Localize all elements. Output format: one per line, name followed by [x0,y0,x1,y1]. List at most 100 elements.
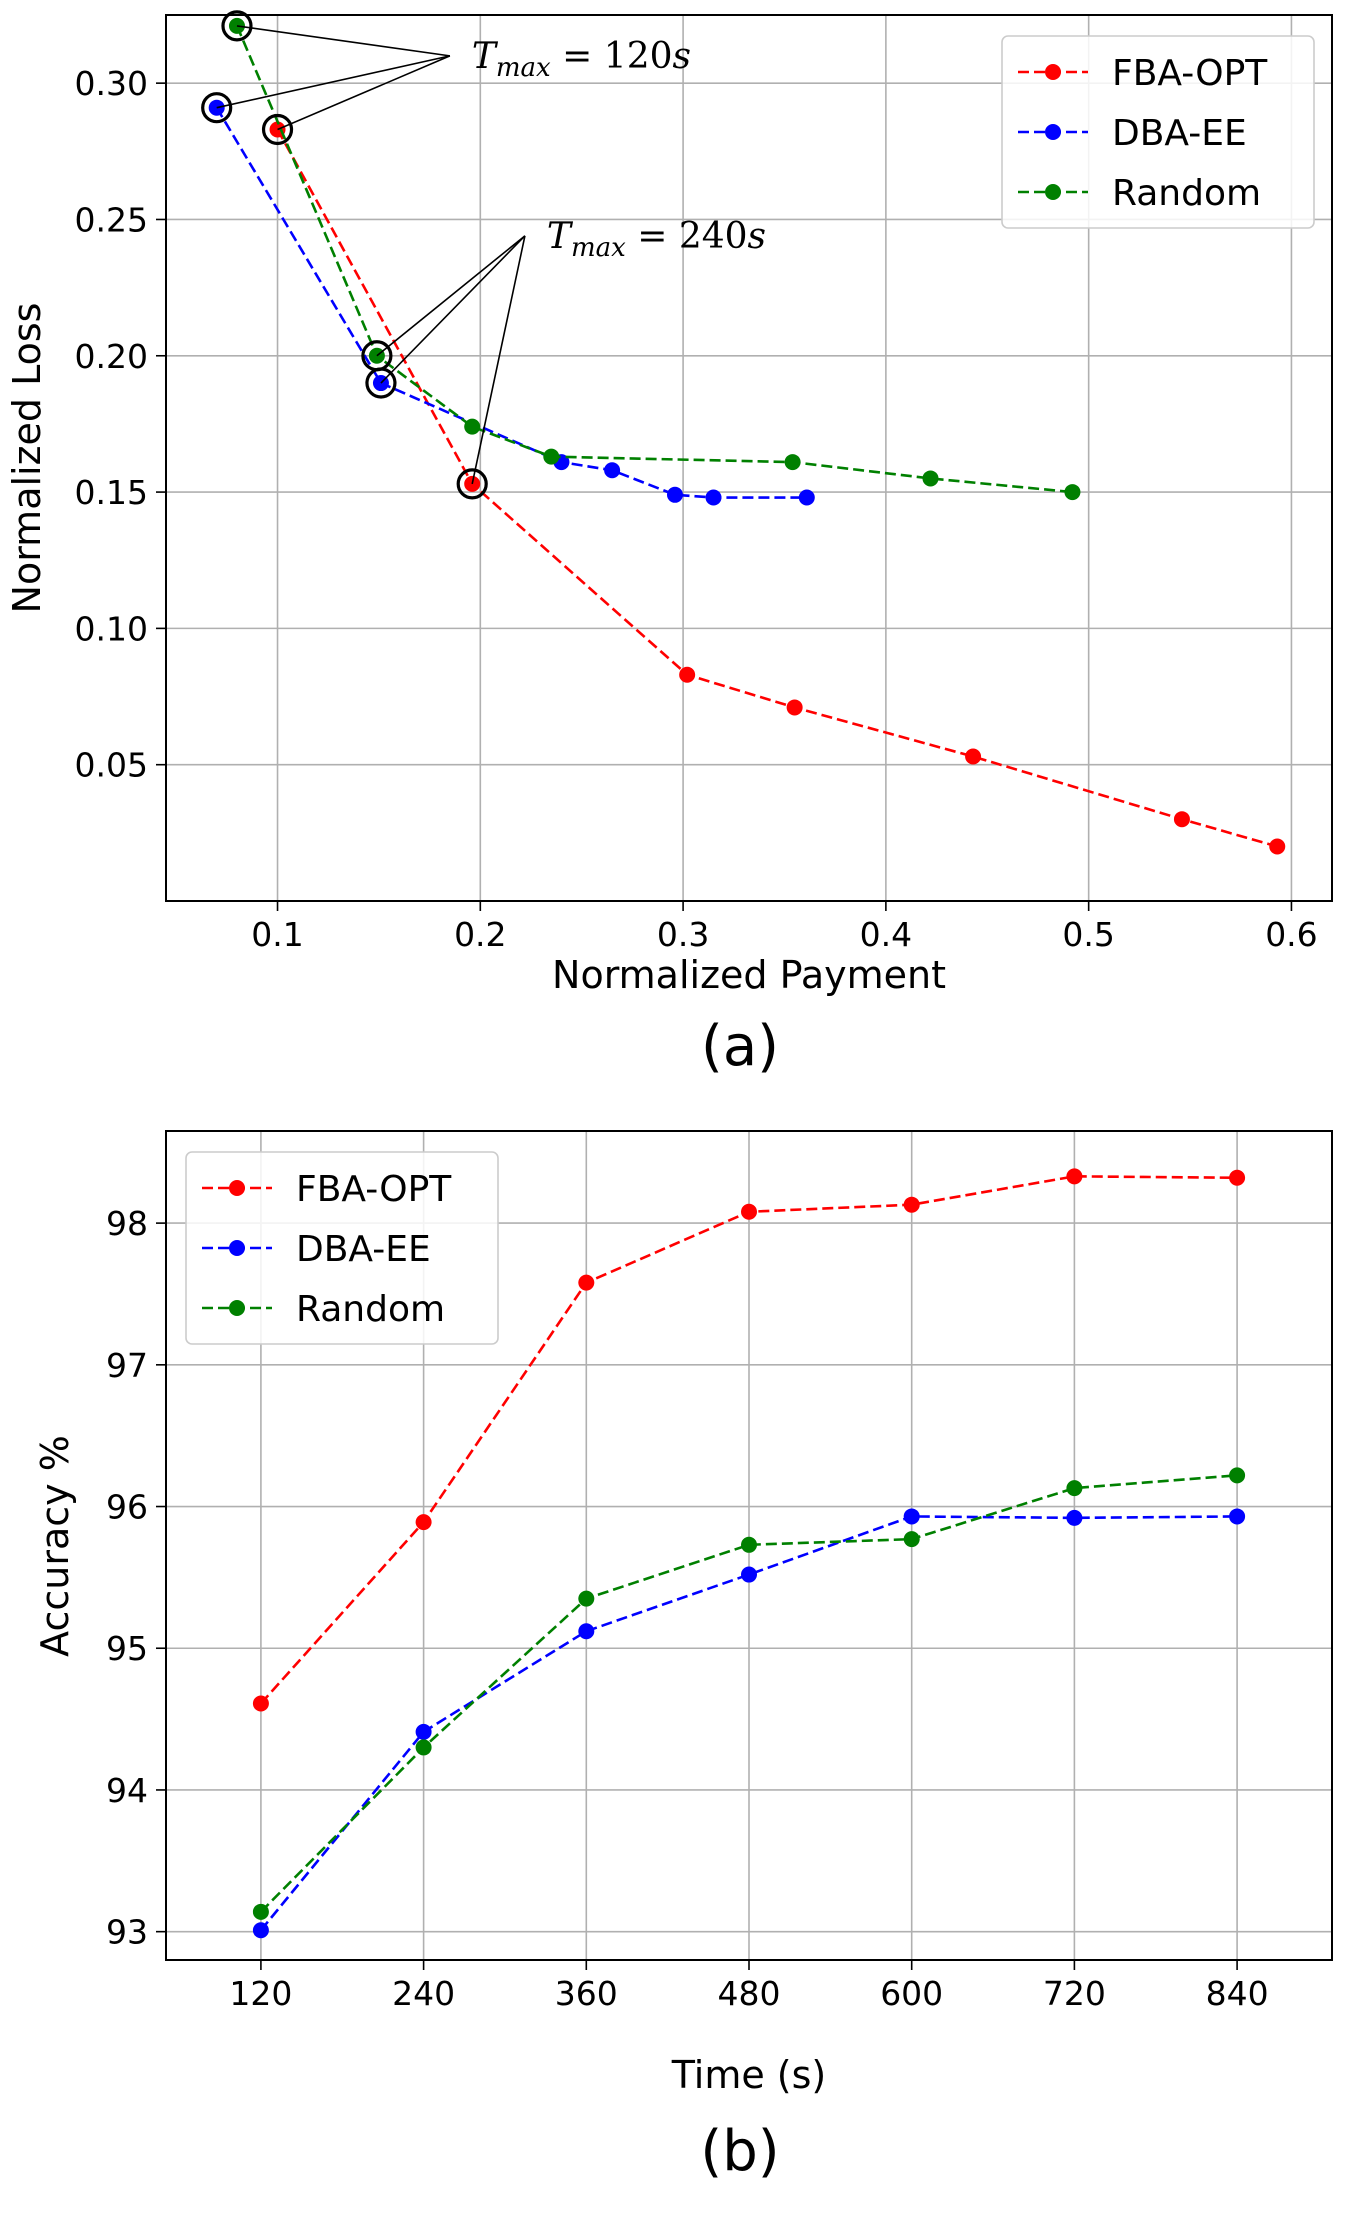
data-point [741,1566,757,1583]
data-point [578,1590,595,1607]
x-tick-label: 0.5 [1062,915,1114,954]
legend: FBA-OPT DBA-EE Random [185,1151,499,1345]
highlight-ring [261,113,294,146]
data-point [1229,1467,1246,1484]
legend-marker [1045,64,1061,80]
highlight-ring [201,92,233,124]
x-tick-label: 600 [880,1974,943,2013]
series-line [215,107,807,499]
data-point [903,1531,920,1548]
data-point [679,666,696,683]
y-axis-title: Normalized Loss [5,303,49,614]
data-point [543,448,560,465]
data-point [415,1739,432,1756]
data-point [1229,1508,1246,1525]
series-random [228,17,1081,501]
series-line [276,128,1278,848]
annotation-var: T [472,36,499,77]
x-tick-label: 480 [718,1974,781,2013]
data-point [666,486,683,503]
y-tick-label: 0.20 [75,337,148,376]
chart-panel-b: 120 240 360 480 600 720 840 93 94 95 96 97 98 Time (s… [33,1130,1333,2184]
annotation-value: = 120 [551,36,673,77]
annotation-leader-line [277,55,451,131]
data-point [922,470,939,487]
y-tick-label: 93 [106,1913,148,1952]
legend-marker [1045,184,1061,200]
data-point [415,1514,432,1531]
highlight-ring [221,10,253,42]
y-tick-label: 97 [106,1346,148,1385]
legend: FBA-OPT DBA-EE Random [1001,35,1315,229]
y-tick-label: 0.15 [75,473,148,512]
data-point [903,1508,920,1525]
highlight-ring [365,367,397,399]
x-tick-label: 0.3 [657,915,709,954]
x-axis-title: Time (s) [671,2053,827,2097]
legend-item-fba-opt: FBA-OPT [1018,53,1268,94]
series-fba-opt [252,1168,1246,1712]
data-point [604,462,621,479]
y-tick-label: 98 [106,1204,148,1243]
x-tick-label: 0.4 [860,915,912,954]
legend-marker [229,1240,245,1256]
x-axis-title: Normalized Payment [552,953,946,997]
series-fba-opt [269,121,1286,855]
x-tick-label: 0.2 [454,915,506,954]
series-random [252,1467,1246,1920]
y-tick-label: 96 [106,1488,148,1527]
data-point [464,418,481,435]
x-tick-label: 360 [555,1974,618,2013]
data-point [1173,811,1190,828]
data-point [1066,1480,1083,1497]
annotation-tmax-120: Tmax = 120s [216,25,691,131]
data-point [252,1903,269,1920]
annotation-label: Tmax = 240s [547,216,766,263]
highlight-ring [456,468,488,500]
data-point [786,699,803,716]
legend-item-random: Random [1018,173,1261,214]
data-point [1066,1168,1083,1185]
data-point [1066,1509,1083,1526]
legend-item-dba-ee: DBA-EE [1018,113,1247,154]
plot-frame [165,1130,1333,1961]
annotation-leader-line [471,235,526,485]
x-tick-label: 240 [392,1974,455,2013]
plot-frame [165,14,1333,902]
data-point [1229,1169,1246,1186]
x-tick-label: 120 [229,1974,292,2013]
data-point [741,1203,757,1220]
legend-label: FBA-OPT [296,1169,452,1210]
panel-label: (a) [701,1014,779,1079]
legend-label: DBA-EE [1112,113,1247,154]
legend-marker [229,1300,245,1316]
annotation-label: Tmax = 120s [472,36,691,83]
legend-label: Random [1112,173,1261,214]
annotation-var: T [547,216,574,257]
series-dba-ee [252,1508,1246,1939]
series-dba-ee [208,99,815,506]
y-tick-label: 0.05 [75,746,148,785]
y-tick-label: 0.10 [75,609,148,648]
data-point [741,1536,757,1553]
y-tick-label: 94 [106,1771,148,1810]
legend-label: FBA-OPT [1112,53,1268,94]
legend-item-random: Random [202,1289,445,1330]
legend-box [1001,35,1315,229]
annotation-unit: s [748,216,766,257]
panel-label: (b) [700,2119,779,2184]
x-tick-label: 0.6 [1265,915,1317,954]
series-line [235,25,1073,494]
data-point [903,1196,920,1213]
data-point [578,1623,595,1640]
annotation-sub: max [571,233,626,263]
x-tick-label: 720 [1043,1974,1106,2013]
x-tick-label: 0.1 [251,915,303,954]
annotation-value: = 240 [626,216,748,257]
legend-label: Random [296,1289,445,1330]
legend-marker [229,1180,245,1196]
data-point [578,1274,595,1291]
legend-box [185,1151,499,1345]
data-point [252,1695,269,1712]
data-point [252,1922,269,1939]
